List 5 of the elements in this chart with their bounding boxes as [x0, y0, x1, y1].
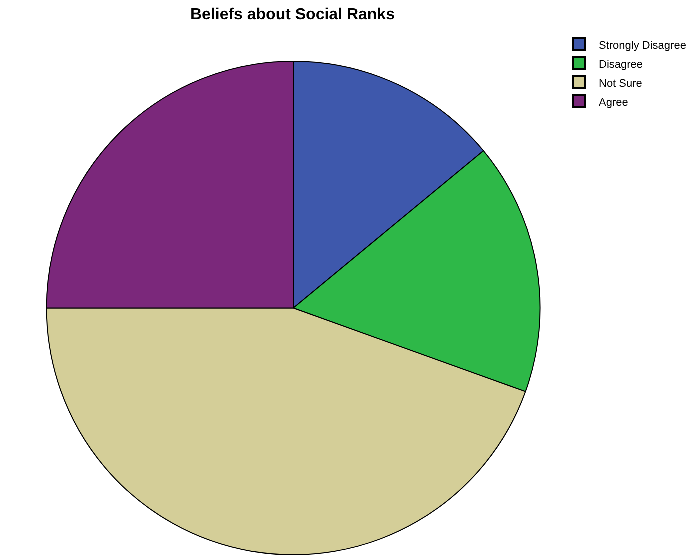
legend-label: Not Sure [599, 78, 642, 90]
chart-title: Beliefs about Social Ranks [190, 6, 396, 24]
legend-label: Agree [599, 96, 628, 109]
legend-label: Disagree [599, 58, 644, 71]
legend-label: Strongly Disagree [599, 40, 686, 52]
